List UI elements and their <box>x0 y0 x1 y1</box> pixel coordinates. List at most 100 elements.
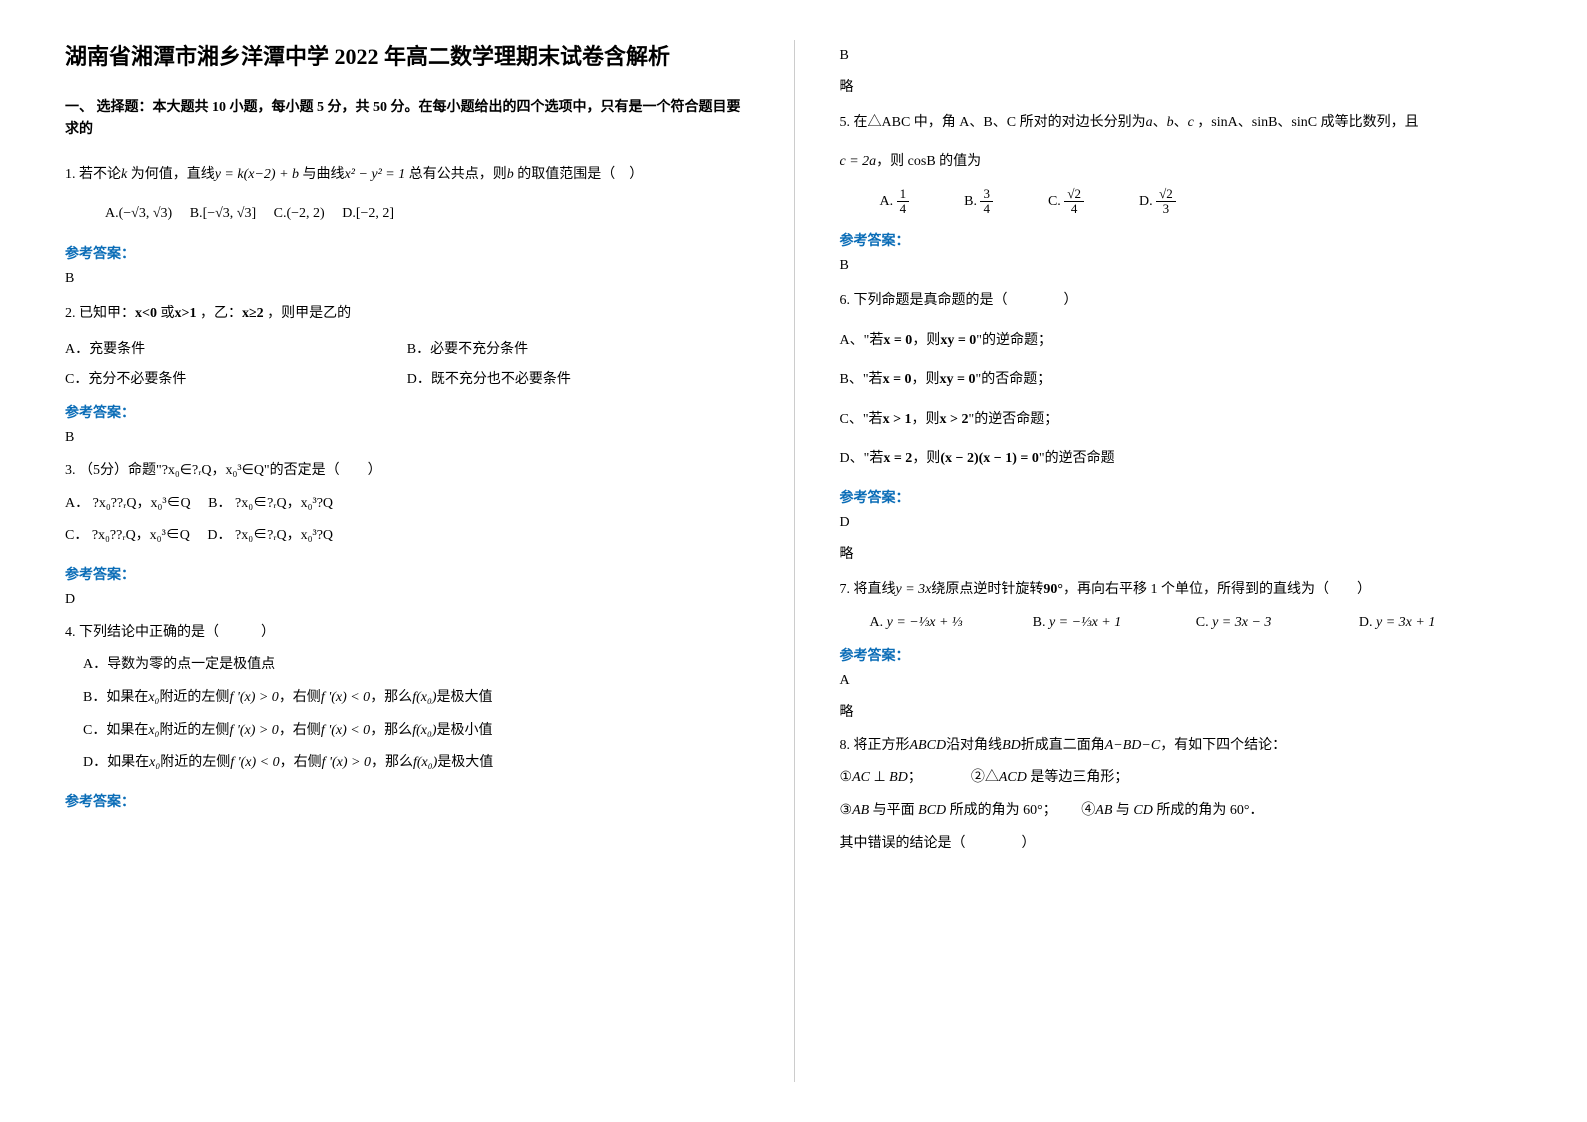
t: 4 <box>980 202 993 216</box>
q1-eq1: y = k(x−2) + b <box>215 167 299 182</box>
t: f '(x) < 0 <box>230 755 279 770</box>
t: B. <box>964 194 977 209</box>
t: x₀ <box>148 690 159 705</box>
t: 所成的角为 60°． <box>1153 803 1264 818</box>
t: ； <box>908 770 922 785</box>
t: 与 <box>1112 803 1133 818</box>
q2-row2: C．充分不必要条件 D．既不充分也不必要条件 <box>65 368 749 388</box>
t: "的逆否命题 <box>1039 451 1115 466</box>
t: xy = 0 <box>940 372 976 387</box>
q1-eq2: x² − y² = 1 <box>345 167 406 182</box>
q5-optC: C. √24 <box>1048 187 1084 217</box>
q1-optD: [−2, 2] <box>356 206 394 221</box>
q2-c3: x≥2 <box>242 306 264 321</box>
q2-mid: ，乙： <box>200 306 242 321</box>
q3-row1: A． ?x₀??ᵣQ，x₀³∈Q B． ?x₀∈?ᵣQ，x₀³?Q <box>65 491 749 518</box>
t: D、"若 <box>840 451 884 466</box>
t: B．如果在 <box>83 690 148 705</box>
q1-text: 总有公共点，则 <box>409 167 507 182</box>
q4-optC: C．如果在x₀附近的左侧f '(x) > 0，右侧f '(x) < 0，那么f(… <box>83 718 749 745</box>
q3-optA: A． ?x₀??ᵣQ，x₀³∈Q <box>65 496 191 511</box>
exam-page: 湖南省湘潭市湘乡洋潭中学 2022 年高二数学理期末试卷含解析 一、 选择题：本… <box>0 0 1587 1122</box>
q8-tail: 其中错误的结论是（ ） <box>840 831 1523 858</box>
q7-optB: B. y = −⅓x + 1 <box>1033 615 1196 631</box>
t: "的逆否命题； <box>969 412 1059 427</box>
t: 是极大值 <box>436 690 492 705</box>
q7-stem: 7. 将直线y = 3x绕原点逆时针旋转90°，再向右平移 1 个单位，所得到的… <box>840 575 1523 604</box>
exam-title: 湖南省湘潭市湘乡洋潭中学 2022 年高二数学理期末试卷含解析 <box>65 40 749 73</box>
q1-optB: [−√3, √3] <box>203 206 257 221</box>
t: ③ <box>840 803 853 818</box>
t: ，则 <box>912 451 940 466</box>
t: D. <box>1359 615 1373 630</box>
q5-optB: B. 34 <box>964 187 993 217</box>
t: c <box>1188 115 1194 130</box>
t: C. <box>1196 615 1209 630</box>
q2-text: 2. 已知甲： <box>65 306 135 321</box>
t: A. <box>880 194 894 209</box>
q6-optB: B、"若x = 0，则xy = 0"的否命题； <box>840 365 1523 394</box>
t: 7. 将直线 <box>840 582 896 597</box>
t: CD <box>1133 803 1152 818</box>
t: AB <box>852 803 869 818</box>
t: AC <box>852 770 870 785</box>
t: ②△ <box>971 770 999 785</box>
t: ① <box>840 770 853 785</box>
t: A−BD−C <box>1105 738 1160 753</box>
q2-c1: x<0 <box>135 306 157 321</box>
t: "的逆命题； <box>976 333 1052 348</box>
t: C、"若 <box>840 412 883 427</box>
q4-answer-label: 参考答案： <box>65 791 749 811</box>
q8-o12: ①AC ⊥ BD； ②△ACD 是等边三角形； <box>840 765 1523 792</box>
q7-options: A. y = −⅓x + ⅓ B. y = −⅓x + 1 C. y = 3x … <box>870 615 1523 631</box>
t: x₀ <box>149 755 160 770</box>
q7-optC: C. y = 3x − 3 <box>1196 615 1359 631</box>
q2-optC: C．充分不必要条件 <box>65 368 407 388</box>
t: c = 2a <box>840 154 877 169</box>
t: BCD <box>918 803 946 818</box>
t: f(x₀) <box>413 755 437 770</box>
q2-end: ，则甲是乙的 <box>267 306 351 321</box>
t: A、"若 <box>840 333 884 348</box>
t: B. <box>1033 615 1046 630</box>
t: C. <box>1048 194 1061 209</box>
t: 4 <box>897 202 910 216</box>
q3-optB: B． ?x₀∈?ᵣQ，x₀³?Q <box>208 496 333 511</box>
t: b <box>1167 115 1174 130</box>
q1-optC-label: C. <box>274 206 287 221</box>
t: f(x₀) <box>412 690 436 705</box>
t: 是极小值 <box>436 723 492 738</box>
t: ，右侧 <box>280 755 322 770</box>
q8-o34: ③AB 与平面 BCD 所成的角为 60°； ④AB 与 CD 所成的角为 60… <box>840 798 1523 825</box>
q1-answer: B <box>65 271 749 287</box>
t: f '(x) > 0 <box>322 755 371 770</box>
t: 附近的左侧 <box>159 723 229 738</box>
t: ，有如下四个结论： <box>1160 738 1286 753</box>
t: ，那么 <box>371 755 413 770</box>
q1-optA: (−√3, √3) <box>119 206 173 221</box>
section-a-heading: 一、 选择题：本大题共 10 小题，每小题 5 分，共 50 分。在每小题给出的… <box>65 97 749 142</box>
t: 是极大值 <box>437 755 493 770</box>
t: y = −⅓x + ⅓ <box>887 615 963 630</box>
t: ，则 cosB 的值为 <box>876 154 981 169</box>
q4-optA: A．导数为零的点一定是极值点 <box>83 652 749 679</box>
t: 绕原点逆时针旋转 <box>931 582 1043 597</box>
q1-text: 与曲线 <box>303 167 345 182</box>
q5-options: A. 14 B. 34 C. √24 D. √23 <box>880 187 1523 217</box>
q1-text: 为何值，直线 <box>131 167 215 182</box>
t: D. <box>1139 194 1153 209</box>
t: √2 <box>1156 187 1176 202</box>
q5-optD: D. √23 <box>1139 187 1176 217</box>
t: f(x₀) <box>412 723 436 738</box>
t: BD <box>1002 738 1021 753</box>
t: x > 2 <box>940 412 969 427</box>
t: ABCD <box>910 738 947 753</box>
t: x₀ <box>148 723 159 738</box>
q4-optD: D．如果在x₀附近的左侧f '(x) < 0，右侧f '(x) > 0，那么f(… <box>83 750 749 777</box>
q6-optD: D、"若x = 2，则(x − 2)(x − 1) = 0"的逆否命题 <box>840 444 1523 473</box>
t: A. <box>870 615 884 630</box>
q2-answer: B <box>65 430 749 446</box>
t: y = 3x − 3 <box>1212 615 1271 630</box>
q2-optD: D．既不充分也不必要条件 <box>407 368 749 388</box>
q6-optC: C、"若x > 1，则x > 2"的逆否命题； <box>840 405 1523 434</box>
